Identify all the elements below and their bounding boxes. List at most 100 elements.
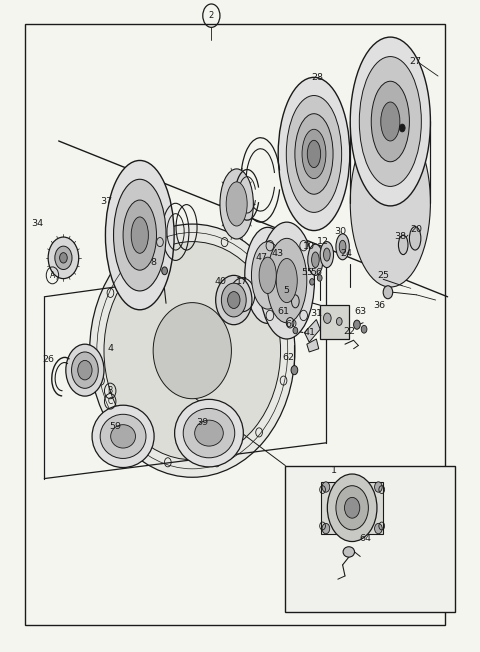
Bar bbox=[320, 305, 349, 339]
Ellipse shape bbox=[106, 160, 174, 310]
Ellipse shape bbox=[278, 78, 350, 231]
Ellipse shape bbox=[320, 242, 334, 267]
Ellipse shape bbox=[114, 179, 166, 291]
Text: 25: 25 bbox=[377, 271, 389, 280]
Ellipse shape bbox=[350, 118, 431, 287]
Ellipse shape bbox=[324, 248, 330, 261]
Ellipse shape bbox=[398, 235, 408, 254]
Text: 1: 1 bbox=[331, 466, 336, 475]
Ellipse shape bbox=[371, 82, 409, 162]
Circle shape bbox=[399, 124, 405, 132]
Ellipse shape bbox=[123, 200, 156, 270]
Text: 38: 38 bbox=[394, 232, 407, 241]
Circle shape bbox=[383, 286, 393, 299]
Circle shape bbox=[310, 278, 314, 285]
Text: 34: 34 bbox=[31, 219, 43, 228]
Text: 8: 8 bbox=[150, 258, 156, 267]
Text: 20: 20 bbox=[410, 226, 422, 235]
Text: 47: 47 bbox=[255, 254, 267, 262]
Polygon shape bbox=[304, 319, 320, 342]
Polygon shape bbox=[321, 482, 383, 534]
Text: 64: 64 bbox=[359, 535, 371, 544]
Circle shape bbox=[286, 318, 294, 328]
Circle shape bbox=[361, 325, 367, 333]
Text: 60: 60 bbox=[286, 320, 298, 329]
Ellipse shape bbox=[312, 252, 319, 267]
Ellipse shape bbox=[216, 275, 252, 325]
Ellipse shape bbox=[66, 344, 104, 396]
Bar bbox=[25, 24, 445, 625]
Text: 59: 59 bbox=[109, 422, 121, 431]
Text: 41: 41 bbox=[303, 328, 315, 337]
Text: 61: 61 bbox=[277, 307, 289, 316]
Text: 2: 2 bbox=[209, 11, 214, 20]
Ellipse shape bbox=[267, 239, 307, 323]
Ellipse shape bbox=[409, 227, 421, 250]
Ellipse shape bbox=[286, 96, 342, 213]
Text: 63: 63 bbox=[354, 307, 366, 316]
Ellipse shape bbox=[221, 283, 246, 317]
Ellipse shape bbox=[72, 352, 98, 389]
Circle shape bbox=[317, 274, 322, 281]
Ellipse shape bbox=[183, 408, 235, 458]
Text: C: C bbox=[108, 397, 113, 406]
Bar bbox=[285, 466, 455, 612]
Text: 10: 10 bbox=[303, 243, 315, 251]
Ellipse shape bbox=[360, 57, 421, 186]
Ellipse shape bbox=[55, 246, 72, 269]
Ellipse shape bbox=[336, 234, 349, 259]
Text: 62: 62 bbox=[283, 353, 295, 362]
Ellipse shape bbox=[295, 113, 333, 194]
Ellipse shape bbox=[60, 252, 67, 263]
Circle shape bbox=[162, 267, 168, 274]
Ellipse shape bbox=[245, 228, 290, 323]
Ellipse shape bbox=[343, 547, 355, 557]
Ellipse shape bbox=[339, 241, 346, 253]
Circle shape bbox=[374, 524, 382, 534]
Ellipse shape bbox=[350, 37, 431, 206]
Ellipse shape bbox=[90, 224, 295, 477]
Ellipse shape bbox=[48, 237, 79, 278]
Text: 39: 39 bbox=[197, 417, 209, 426]
Text: 17: 17 bbox=[236, 277, 248, 286]
Ellipse shape bbox=[252, 242, 284, 309]
Text: 28: 28 bbox=[312, 74, 324, 83]
Circle shape bbox=[291, 366, 298, 375]
Ellipse shape bbox=[92, 405, 154, 467]
Ellipse shape bbox=[220, 169, 253, 239]
Text: 24: 24 bbox=[340, 249, 352, 258]
Ellipse shape bbox=[78, 361, 92, 380]
Ellipse shape bbox=[104, 242, 281, 460]
Ellipse shape bbox=[228, 291, 240, 308]
Text: 5: 5 bbox=[284, 286, 290, 295]
Circle shape bbox=[322, 524, 330, 534]
Text: 36: 36 bbox=[373, 301, 385, 310]
Ellipse shape bbox=[259, 222, 314, 339]
Text: A: A bbox=[50, 271, 55, 280]
Text: 26: 26 bbox=[42, 355, 54, 364]
Text: 12: 12 bbox=[317, 237, 329, 246]
Ellipse shape bbox=[302, 129, 326, 179]
Ellipse shape bbox=[307, 140, 321, 168]
Ellipse shape bbox=[327, 474, 377, 542]
Ellipse shape bbox=[226, 182, 247, 226]
Circle shape bbox=[293, 327, 298, 334]
Ellipse shape bbox=[195, 420, 223, 446]
Ellipse shape bbox=[381, 102, 400, 141]
Circle shape bbox=[322, 482, 330, 492]
Text: 55: 55 bbox=[302, 268, 314, 277]
Text: 4: 4 bbox=[107, 344, 113, 353]
Text: 56: 56 bbox=[311, 268, 323, 277]
Ellipse shape bbox=[291, 295, 299, 308]
Ellipse shape bbox=[345, 497, 360, 518]
Circle shape bbox=[336, 318, 342, 325]
Ellipse shape bbox=[111, 424, 135, 448]
Text: 30: 30 bbox=[334, 228, 346, 237]
Ellipse shape bbox=[131, 217, 148, 253]
Text: 40: 40 bbox=[215, 277, 227, 286]
Text: 43: 43 bbox=[271, 249, 283, 258]
Ellipse shape bbox=[175, 400, 243, 467]
Ellipse shape bbox=[259, 257, 276, 293]
Ellipse shape bbox=[153, 303, 231, 399]
Text: 27: 27 bbox=[409, 57, 421, 66]
